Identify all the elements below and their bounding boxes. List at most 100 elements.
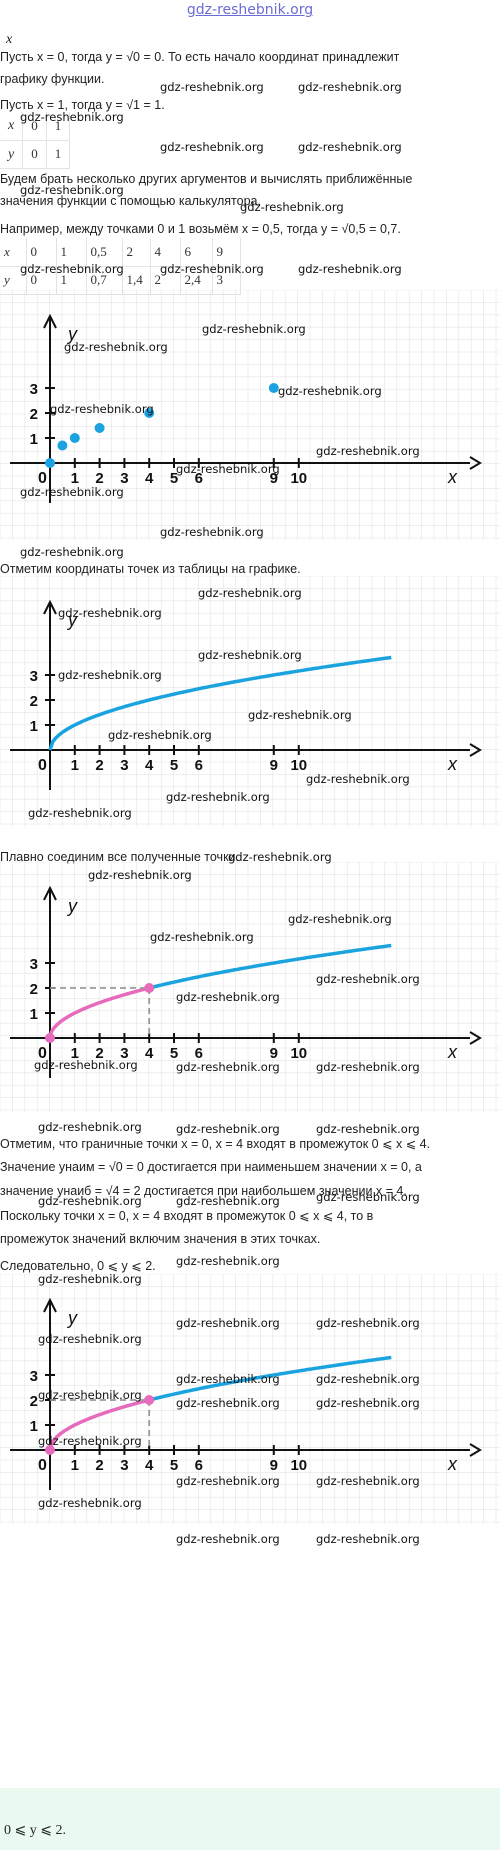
watermark: gdz-reshebnik.org <box>176 1396 280 1410</box>
watermark: gdz-reshebnik.org <box>316 1316 420 1330</box>
x-tick-label: 6 <box>195 757 203 774</box>
graph-curve: x y 0 1 2 3 4 5 6 9 10 1 2 3 <box>0 575 500 826</box>
data-point <box>94 423 105 433</box>
paragraph-7: Отметим, что граничные точки x = 0, x = … <box>0 1137 431 1151</box>
x-tick-label: 1 <box>71 470 79 487</box>
x-tick-label: 6 <box>195 470 203 487</box>
x-axis-arrow <box>469 456 482 470</box>
table-cell: 4 <box>150 238 181 267</box>
paragraph-5: Отметим координаты точек из таблицы на г… <box>0 562 301 576</box>
watermark: gdz-reshebnik.org <box>316 1396 420 1410</box>
table-cell: x <box>0 112 24 141</box>
x-tick-label: 1 <box>71 1045 79 1062</box>
watermark: gdz-reshebnik.org <box>202 322 306 336</box>
watermark: gdz-reshebnik.org <box>58 668 162 682</box>
watermark: gdz-reshebnik.org <box>88 868 192 882</box>
watermark: gdz-reshebnik.org <box>20 110 124 124</box>
x-tick-label: 10 <box>290 470 307 487</box>
watermark: gdz-reshebnik.org <box>176 1060 280 1074</box>
y-tick-label: 1 <box>30 431 38 448</box>
table-cell: 1 <box>46 140 71 169</box>
x-tick-label: 4 <box>145 1457 154 1474</box>
endpoint-4-2 <box>144 983 155 993</box>
watermark: gdz-reshebnik.org <box>20 262 124 276</box>
table-cell: y <box>0 140 24 169</box>
watermark: gdz-reshebnik.org <box>316 1532 420 1546</box>
site-link[interactable]: gdz-reshebnik.org <box>186 2 314 18</box>
watermark: gdz-reshebnik.org <box>316 1372 420 1386</box>
watermark: gdz-reshebnik.org <box>176 990 280 1004</box>
watermark: gdz-reshebnik.org <box>240 200 344 214</box>
x-tick-label: 9 <box>270 1045 278 1062</box>
graph-points: x y 0 1 2 3 4 5 6 9 10 1 2 3 <box>0 289 500 540</box>
watermark: gdz-reshebnik.org <box>160 262 264 276</box>
watermark: gdz-reshebnik.org <box>306 772 410 786</box>
watermark: gdz-reshebnik.org <box>34 1058 138 1072</box>
y-tick-label: 3 <box>30 956 38 973</box>
table-row-x: x 0 1 <box>0 112 71 141</box>
table-cell: 0 <box>22 140 47 169</box>
watermark: gdz-reshebnik.org <box>298 262 402 276</box>
watermark: gdz-reshebnik.org <box>176 1316 280 1330</box>
x-tick-label: 9 <box>270 470 278 487</box>
watermark: gdz-reshebnik.org <box>176 1122 280 1136</box>
graph-interval: x y 0 1 2 3 4 5 6 9 10 1 2 3 <box>0 861 500 1112</box>
watermark: gdz-reshebnik.org <box>288 912 392 926</box>
watermark: gdz-reshebnik.org <box>108 728 212 742</box>
x-tick-label: 10 <box>290 1457 307 1474</box>
watermark: gdz-reshebnik.org <box>20 485 124 499</box>
data-point <box>268 383 279 393</box>
paragraph-1b: графику функции. <box>0 72 105 86</box>
y-axis-arrow <box>43 1297 57 1313</box>
watermark: gdz-reshebnik.org <box>298 140 402 154</box>
sqrt-curve-highlight <box>48 986 150 1039</box>
watermark: gdz-reshebnik.org <box>50 402 154 416</box>
paragraph-4: Например, между точками 0 и 1 возьмём x … <box>0 222 401 236</box>
sqrt-curve-highlight <box>48 1398 150 1451</box>
x-tick-label: 4 <box>145 757 154 774</box>
y-axis-arrow <box>43 599 57 615</box>
x-axis-arrow <box>469 1031 482 1045</box>
watermark: gdz-reshebnik.org <box>38 1496 142 1510</box>
y-tick-label: 1 <box>30 1418 38 1435</box>
watermark: gdz-reshebnik.org <box>228 850 332 864</box>
x-tick-label: 4 <box>145 1045 154 1062</box>
origin-label: 0 <box>38 1045 47 1062</box>
watermark: gdz-reshebnik.org <box>278 384 382 398</box>
graph-final: x y 0 1 2 3 4 5 6 9 10 1 2 3 <box>0 1273 500 1524</box>
x-tick-label: 2 <box>95 470 103 487</box>
x-tick-label: 9 <box>270 1457 278 1474</box>
values-table-small: x 0 1 y 0 1 <box>0 112 71 169</box>
x-tick-label: 1 <box>71 1457 79 1474</box>
values-table-big: x 0 1 0,5 2 4 6 9 y 0 1 0,7 1,4 2 2,4 3 <box>0 238 241 295</box>
y-tick-label: 2 <box>30 693 38 710</box>
data-point <box>144 408 155 418</box>
y-tick-label: 2 <box>30 981 38 998</box>
data-point <box>45 458 55 468</box>
x-tick-label: 4 <box>145 470 154 487</box>
x-tick-label: 5 <box>170 470 178 487</box>
data-point <box>69 433 80 443</box>
watermark: gdz-reshebnik.org <box>38 1434 142 1448</box>
watermark: gdz-reshebnik.org <box>38 1388 142 1402</box>
x-axis-label: x <box>447 1454 458 1474</box>
watermark: gdz-reshebnik.org <box>176 1372 280 1386</box>
paragraph-3b: значения функции с помощью калькулятора. <box>0 194 261 208</box>
watermark: gdz-reshebnik.org <box>64 340 168 354</box>
watermark: gdz-reshebnik.org <box>316 972 420 986</box>
watermark: gdz-reshebnik.org <box>38 1332 142 1346</box>
watermark: gdz-reshebnik.org <box>20 545 124 559</box>
x-tick-label: 6 <box>195 1457 203 1474</box>
x-axis-arrow <box>469 743 482 757</box>
x-tick-label: 3 <box>120 470 128 487</box>
x-tick-label: 5 <box>170 1045 178 1062</box>
endpoint-origin <box>45 1033 55 1043</box>
watermark: gdz-reshebnik.org <box>160 525 264 539</box>
watermark: gdz-reshebnik.org <box>316 1060 420 1074</box>
paragraph-11: Следовательно, 0 ⩽ y ⩽ 2. <box>0 1259 156 1273</box>
y-axis-arrow <box>43 313 57 329</box>
x-tick-label: 1 <box>71 757 79 774</box>
endpoint-origin <box>45 1445 55 1455</box>
